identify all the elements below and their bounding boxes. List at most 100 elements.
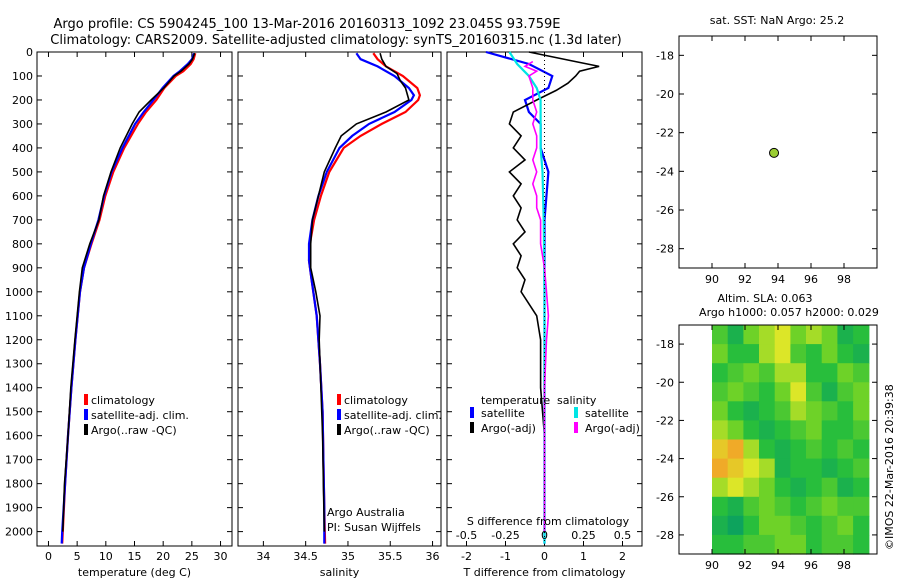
x-tick-label: 30 [214, 550, 228, 563]
sla-cell [712, 496, 729, 517]
sla-cell [790, 515, 807, 536]
s-tick-label: 0.5 [614, 529, 632, 542]
depth-tick-label: 200 [12, 94, 33, 107]
sla-cell [790, 439, 807, 460]
sla-cell [743, 363, 760, 383]
map-x-tick-label: 96 [804, 273, 818, 286]
depth-tick-label: 1300 [5, 358, 33, 371]
depth-tick-label: 500 [12, 166, 33, 179]
sla-cell [853, 515, 870, 536]
series-line [485, 50, 554, 544]
series-line [523, 60, 550, 532]
series-line [61, 52, 197, 544]
sla-cell [821, 363, 838, 383]
legend-swatch [84, 394, 88, 405]
sla-cell [774, 477, 791, 498]
sla-cell [727, 458, 744, 479]
sla-cell [712, 534, 729, 555]
legend-label: satellite-adj. clim. [344, 409, 442, 422]
pi-label: PI: Susan Wijffels [327, 521, 421, 534]
map-y-tick-label: -26 [656, 491, 674, 504]
map-y-tick-label: -22 [656, 414, 674, 427]
sla-cell [837, 382, 854, 402]
sla-cell [821, 515, 838, 536]
legend-title-temperature: temperature [481, 394, 550, 407]
legend-label: Argo(-adj) [481, 422, 536, 435]
depth-tick-label: 1800 [5, 478, 33, 491]
series-line [508, 51, 600, 532]
sla-cell [759, 515, 776, 536]
s-axis-label: S difference from climatology [467, 515, 630, 528]
sla-cell [837, 401, 854, 421]
map-y-tick-label: -18 [656, 49, 674, 62]
map-y-tick-label: -24 [656, 165, 674, 178]
map-x-tick-label: 92 [738, 559, 752, 572]
x-tick-label: 0 [45, 550, 52, 563]
legend-swatch [574, 422, 578, 433]
sla-cell [712, 363, 729, 383]
sla-cell [759, 477, 776, 498]
x-tick-label: 15 [128, 550, 142, 563]
sla-cell [727, 325, 744, 345]
sla-cell [821, 496, 838, 517]
sla-cell [743, 401, 760, 421]
depth-tick-label: 100 [12, 70, 33, 83]
legend-swatch [470, 407, 474, 418]
sla-cell [806, 344, 823, 364]
sla-cell [743, 515, 760, 536]
sla-cell [821, 534, 838, 555]
sla-cell [853, 496, 870, 517]
x-tick-label: 0 [541, 550, 548, 563]
x-tick-label: 2 [619, 550, 626, 563]
x-tick-label: 34 [256, 550, 270, 563]
x-axis-label: T difference from climatology [463, 566, 626, 579]
depth-tick-label: 400 [12, 142, 33, 155]
sla-cell [837, 420, 854, 441]
sla-cell [806, 534, 823, 555]
sla-cell [790, 401, 807, 421]
map-x-tick-label: 96 [804, 559, 818, 572]
legend-swatch [84, 409, 88, 420]
legend-label: climatology [344, 394, 408, 407]
altimetry-title-2: Argo h1000: 0.057 h2000: 0.029 [699, 306, 879, 319]
sla-cell [743, 344, 760, 364]
header-line-2: Climatology: CARS2009. Satellite-adjuste… [50, 33, 622, 48]
sla-cell [774, 363, 791, 383]
sla-cell [790, 458, 807, 479]
x-tick-label: 25 [185, 550, 199, 563]
sla-cell [774, 344, 791, 364]
sla-cell [837, 325, 854, 345]
depth-tick-label: 1200 [5, 334, 33, 347]
sla-cell [806, 439, 823, 460]
sla-cell [727, 439, 744, 460]
sla-cell [774, 458, 791, 479]
sla-cell [774, 534, 791, 555]
sla-cell [712, 439, 729, 460]
s-tick-label: 0 [541, 529, 548, 542]
map-y-tick-label: -26 [656, 204, 674, 217]
sla-cell [712, 382, 729, 402]
sla-cell [712, 401, 729, 421]
map-y-tick-label: -24 [656, 453, 674, 466]
imos-stamp: ©IMOS 22-Mar-2016 20:39:38 [883, 384, 896, 550]
legend-swatch [84, 424, 88, 435]
sla-cell [821, 401, 838, 421]
legend-swatch [470, 422, 474, 433]
sla-cell [853, 420, 870, 441]
sla-cell [790, 496, 807, 517]
location-map-title: sat. SST: NaN Argo: 25.2 [710, 14, 844, 27]
x-tick-label: 1 [580, 550, 587, 563]
depth-tick-label: 900 [12, 262, 33, 275]
sla-cell [837, 344, 854, 364]
legend-swatch [337, 409, 341, 420]
sla-cell [712, 325, 729, 345]
sla-cell [790, 477, 807, 498]
plot-frame [237, 51, 442, 547]
sla-cell [853, 382, 870, 402]
sla-cell [837, 534, 854, 555]
sla-cell [806, 325, 823, 345]
sla-cell [853, 344, 870, 364]
sla-cell [774, 325, 791, 345]
sla-cell [774, 515, 791, 536]
map-x-tick-label: 98 [837, 273, 851, 286]
